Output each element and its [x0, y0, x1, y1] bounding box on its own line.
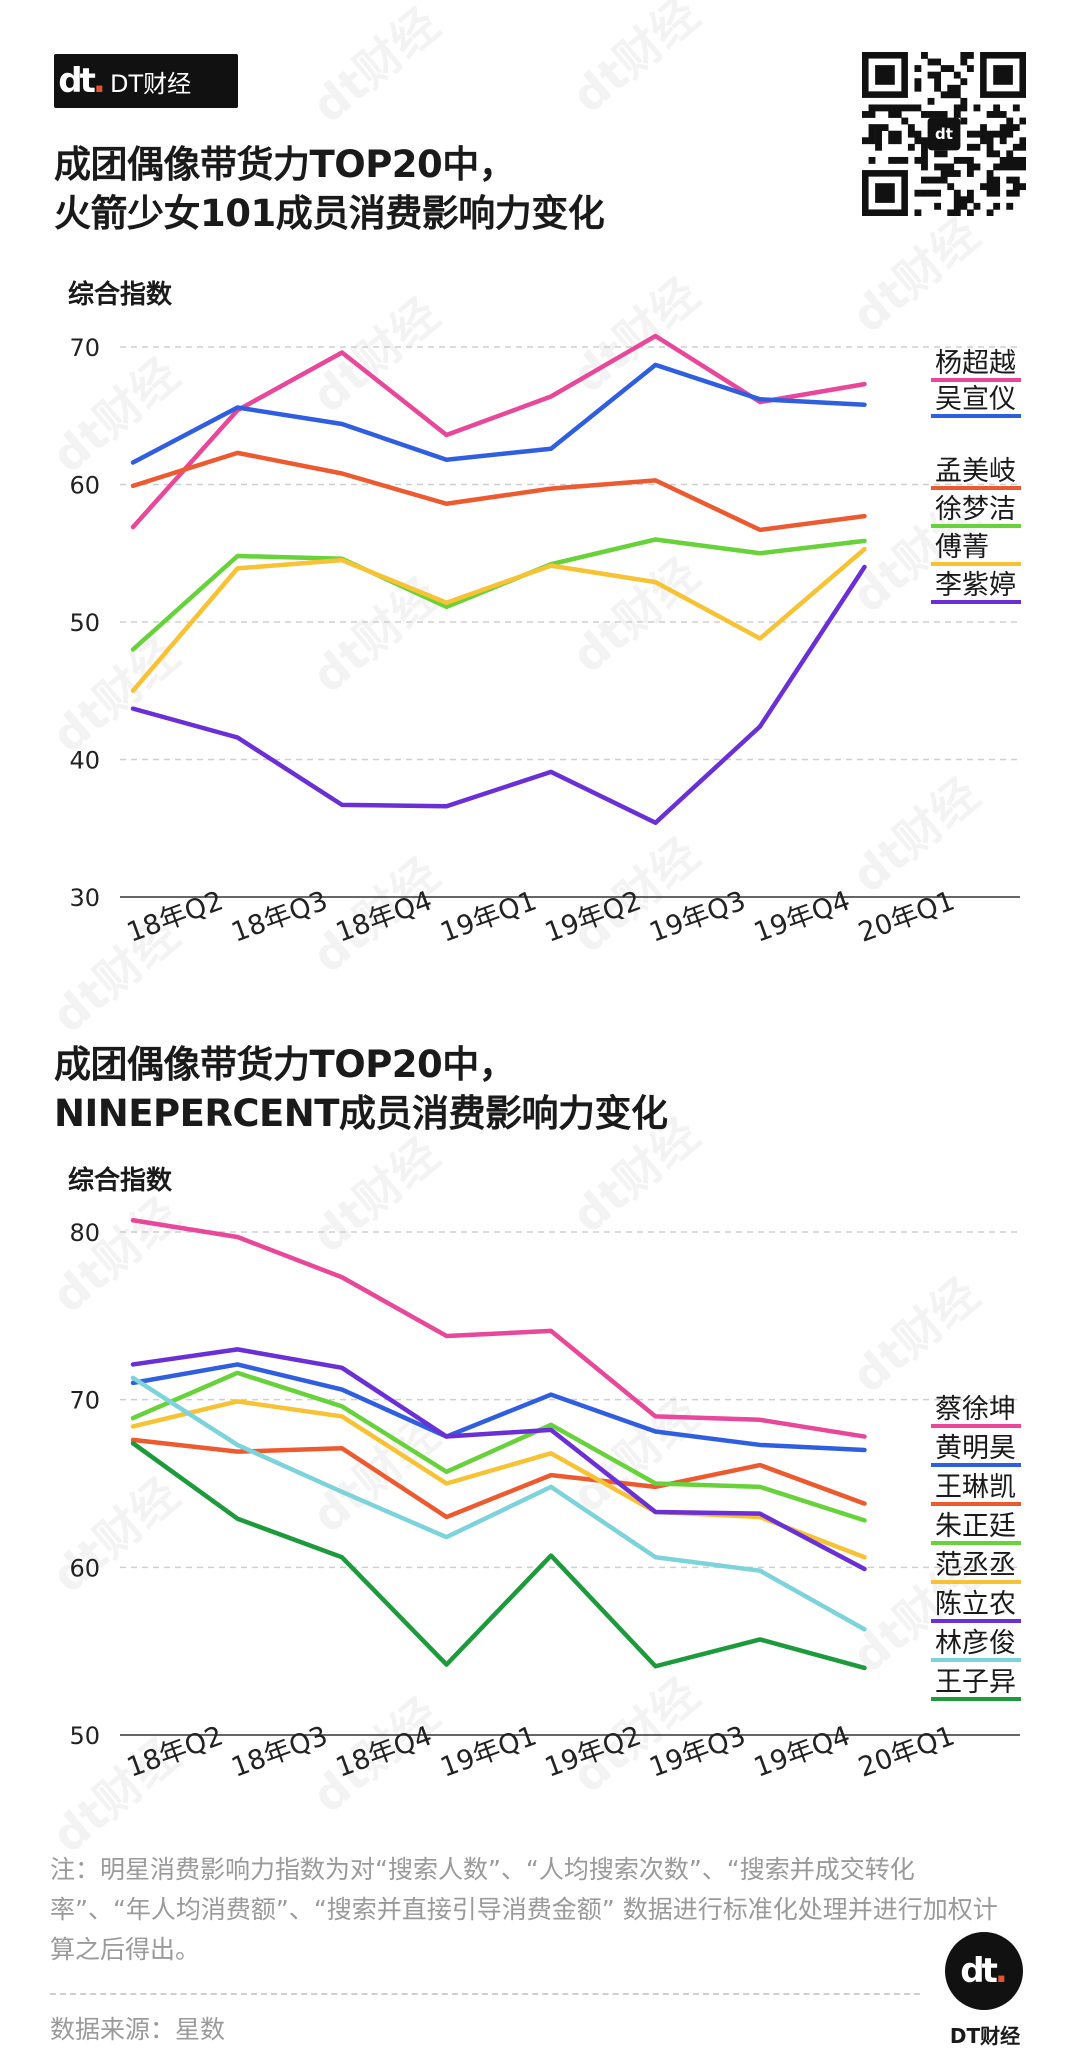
legend-underline — [931, 1658, 1021, 1662]
series-line-3 — [130, 1437, 867, 1520]
series-label-3: 孟美岐 — [935, 456, 1016, 487]
legend-underline — [931, 1463, 1021, 1467]
divider — [50, 1993, 920, 1995]
brand-logo: dt. DT财经 — [54, 54, 238, 108]
x-tick-label: 19年Q2 — [541, 1720, 645, 1783]
series-line-5 — [130, 546, 867, 693]
y-tick-label: 50 — [69, 609, 100, 637]
chart-1-title-line-2: 火箭少女101成员消费影响力变化 — [54, 192, 605, 235]
chart-2-title: 成团偶像带货力TOP20中， NINEPERCENT成员消费影响力变化 — [54, 1040, 668, 1138]
series-label-2: 吴宣仪 — [935, 384, 1016, 415]
series-label-4: 朱正廷 — [935, 1511, 1016, 1542]
chart-1-title-line-1: 成团偶像带货力TOP20中， — [54, 143, 516, 186]
series-label-8: 王子异 — [935, 1667, 1016, 1698]
series-label-5: 范丞丞 — [935, 1550, 1016, 1581]
series-line-4 — [130, 1370, 867, 1523]
chart-2-ylabel: 综合指数 — [68, 1166, 173, 1196]
series-label-7: 林彦俊 — [935, 1628, 1016, 1659]
legend-underline — [931, 414, 1021, 418]
series-line-3 — [130, 450, 867, 533]
x-tick-label: 18年Q2 — [123, 1720, 227, 1783]
chart-1-title: 成团偶像带货力TOP20中， 火箭少女101成员消费影响力变化 — [54, 140, 605, 238]
series-label-5: 傅菁 — [935, 532, 989, 563]
y-tick-label: 80 — [69, 1219, 100, 1247]
chart-2-title-line-2: NINEPERCENT成员消费影响力变化 — [54, 1092, 668, 1135]
x-tick-label: 19年Q4 — [750, 1720, 854, 1783]
series-line-6 — [130, 1347, 867, 1572]
brand-name: DT财经 — [110, 69, 192, 98]
series-label-3: 王琳凯 — [935, 1472, 1016, 1503]
y-tick-label: 60 — [69, 472, 100, 500]
chart-2-plot: 50 60 70 80 18年Q2 18年Q3 18年Q4 19年Q1 19年Q2 19年Q3 19… — [69, 1218, 1021, 1784]
series-line-6 — [130, 564, 867, 825]
series-line-2 — [130, 362, 867, 465]
legend-underline — [931, 600, 1021, 604]
x-tick-label: 20年Q1 — [854, 1720, 958, 1783]
x-tick-label: 18年Q3 — [227, 1720, 331, 1783]
series-label-1: 蔡徐坤 — [935, 1394, 1016, 1425]
footnote: 注：明星消费影响力指数为对“搜索人数”、“人均搜索次数”、“搜索并成交转化率”、… — [50, 1855, 998, 1964]
legend-underline — [931, 1424, 1021, 1428]
series-line-1 — [130, 333, 867, 530]
series-line-5 — [130, 1399, 867, 1560]
qr-code-icon: dt — [862, 52, 1026, 216]
series-label-6: 李紫婷 — [935, 570, 1016, 601]
legend-underline — [931, 1502, 1021, 1506]
y-tick-label: 60 — [69, 1554, 100, 1582]
chart-2-title-line-1: 成团偶像带货力TOP20中， — [54, 1043, 516, 1086]
y-tick-label: 70 — [69, 1387, 100, 1415]
legend-underline — [931, 562, 1021, 566]
legend-underline — [931, 378, 1021, 382]
y-tick-label: 40 — [69, 747, 100, 775]
data-source: 数据来源：星数 — [50, 2015, 226, 2044]
x-tick-label: 19年Q1 — [436, 1720, 540, 1783]
legend-underline — [931, 1619, 1021, 1623]
series-line-1 — [130, 1218, 867, 1439]
legend-underline — [931, 1697, 1021, 1701]
legend-underline — [931, 1541, 1021, 1545]
series-label-2: 黄明昊 — [935, 1433, 1016, 1464]
series-label-6: 陈立农 — [935, 1589, 1016, 1620]
legend-underline — [931, 524, 1021, 528]
x-tick-label: 18年Q4 — [332, 1720, 436, 1783]
series-label-4: 徐梦洁 — [935, 494, 1016, 525]
footer-logo-icon: dt. — [945, 1932, 1023, 2010]
y-tick-label: 70 — [69, 334, 100, 362]
legend-underline — [931, 486, 1021, 490]
svg-text:dt: dt — [935, 125, 953, 143]
series-line-2 — [130, 1362, 867, 1453]
series-line-7 — [130, 1375, 867, 1632]
footer-logo-caption: DT财经 — [949, 2024, 1021, 2048]
dt-logo-icon: dt. — [58, 61, 106, 101]
legend-underline — [931, 1580, 1021, 1584]
series-line-8 — [130, 1441, 867, 1671]
series-label-1: 杨超越 — [935, 348, 1016, 379]
y-tick-label: 30 — [69, 884, 100, 912]
chart-1-ylabel: 综合指数 — [68, 280, 173, 310]
x-tick-label: 19年Q3 — [645, 1720, 749, 1783]
y-tick-label: 50 — [69, 1722, 100, 1750]
